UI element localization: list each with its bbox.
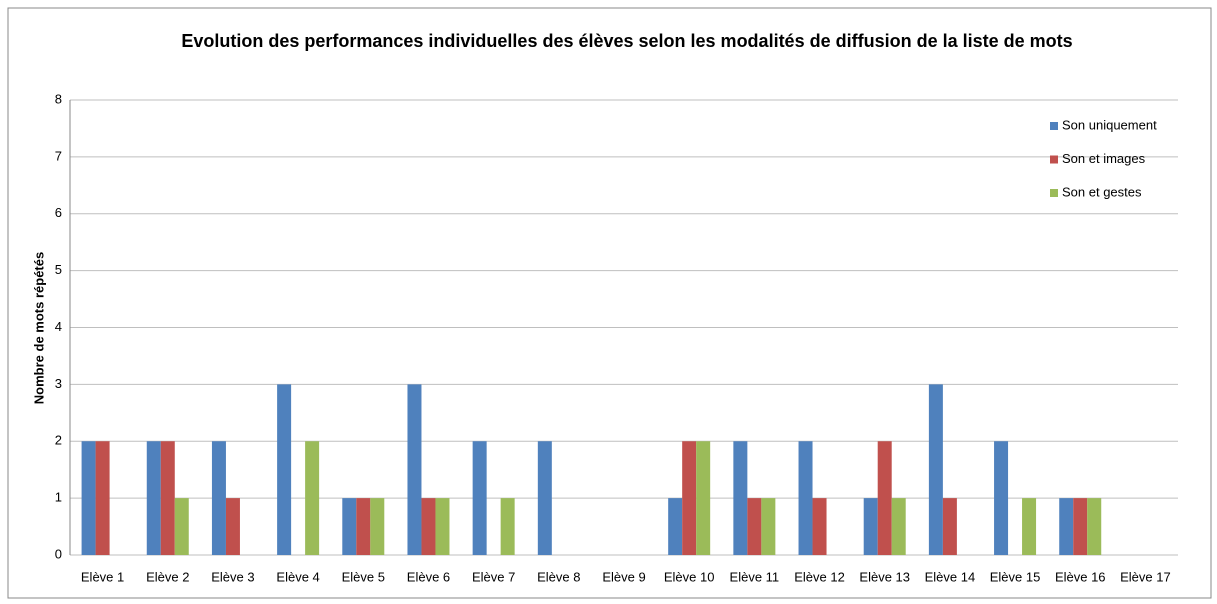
y-tick-label: 6 xyxy=(55,205,62,220)
x-tick-label: Elève 1 xyxy=(81,569,124,584)
bar xyxy=(225,498,240,555)
legend-label: Son et gestes xyxy=(1062,184,1142,199)
bar xyxy=(733,441,748,555)
y-tick-label: 4 xyxy=(55,319,62,334)
x-tick-label: Elève 13 xyxy=(859,569,910,584)
chart-frame xyxy=(7,7,1212,599)
y-tick-label: 2 xyxy=(55,433,62,448)
bar xyxy=(435,498,450,555)
x-tick-label: Elève 11 xyxy=(730,569,780,584)
x-tick-label: Elève 2 xyxy=(146,569,189,584)
bar xyxy=(928,384,943,555)
bar xyxy=(747,498,762,555)
bar xyxy=(211,441,226,555)
y-tick-label: 8 xyxy=(55,91,62,106)
bar xyxy=(863,498,878,555)
x-tick-label: Elève 7 xyxy=(472,569,515,584)
legend-label: Son uniquement xyxy=(1062,117,1157,132)
bar xyxy=(146,441,161,555)
legend-swatch xyxy=(1050,189,1058,197)
bar xyxy=(682,441,697,555)
y-tick-label: 7 xyxy=(55,148,62,163)
x-tick-label: Elève 4 xyxy=(276,569,319,584)
bar xyxy=(994,441,1009,555)
x-tick-label: Elève 14 xyxy=(925,569,976,584)
legend-swatch xyxy=(1050,155,1058,164)
bar xyxy=(174,498,189,555)
bar xyxy=(356,498,371,555)
legend-label: Son et images xyxy=(1062,151,1146,166)
bar xyxy=(798,441,813,555)
bar xyxy=(537,441,552,555)
bar xyxy=(277,384,292,555)
bar xyxy=(305,441,320,555)
bar xyxy=(877,441,892,555)
x-tick-label: Elève 12 xyxy=(794,569,845,584)
x-tick-label: Elève 6 xyxy=(407,569,450,584)
chart-title: Evolution des performances individuelles… xyxy=(181,31,1072,51)
y-tick-label: 3 xyxy=(55,376,62,391)
bar xyxy=(668,498,683,555)
bar xyxy=(81,441,96,555)
x-tick-label: Elève 10 xyxy=(664,569,715,584)
bar xyxy=(942,498,957,555)
y-tick-label: 5 xyxy=(55,262,62,277)
bar xyxy=(370,498,385,555)
bar xyxy=(472,441,487,555)
y-tick-label: 0 xyxy=(55,546,62,561)
x-tick-label: Elève 5 xyxy=(342,569,385,584)
bar xyxy=(891,498,906,555)
bar xyxy=(95,441,110,555)
x-tick-label: Elève 15 xyxy=(990,569,1041,584)
bar xyxy=(1022,498,1037,555)
bar xyxy=(761,498,776,555)
x-tick-label: Elève 16 xyxy=(1055,569,1106,584)
x-tick-label: Elève 8 xyxy=(537,569,580,584)
bar xyxy=(696,441,711,555)
bar xyxy=(1059,498,1074,555)
bar xyxy=(812,498,827,555)
bar xyxy=(407,384,422,555)
x-tick-label: Elève 17 xyxy=(1120,569,1171,584)
legend-swatch xyxy=(1050,122,1058,130)
bar xyxy=(1073,498,1088,555)
bar xyxy=(500,498,515,555)
bar xyxy=(160,441,175,555)
bar xyxy=(342,498,357,555)
bar xyxy=(1087,498,1102,555)
bar xyxy=(421,498,436,555)
y-tick-label: 1 xyxy=(55,490,62,505)
x-tick-label: Elève 9 xyxy=(602,569,645,584)
x-tick-label: Elève 3 xyxy=(211,569,254,584)
y-axis-title: Nombre de mots répétés xyxy=(31,252,46,404)
